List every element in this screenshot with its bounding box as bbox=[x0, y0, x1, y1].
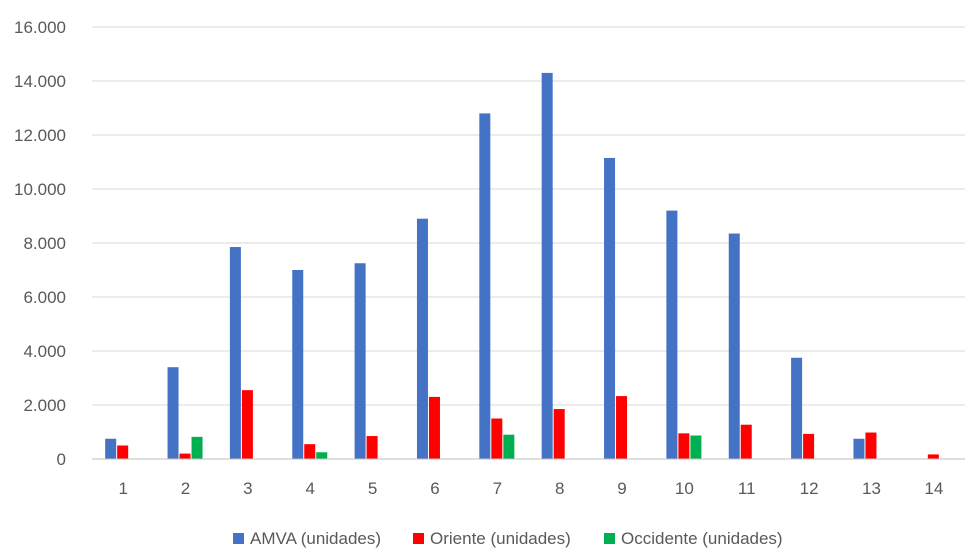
bar-amva bbox=[728, 233, 740, 459]
bar-oriente bbox=[803, 433, 815, 459]
bar-amva bbox=[416, 218, 428, 459]
bar-oriente bbox=[927, 454, 939, 459]
x-tick-label: 7 bbox=[493, 479, 502, 498]
y-tick-label: 12.000 bbox=[14, 126, 66, 145]
y-tick-label: 16.000 bbox=[14, 18, 66, 37]
bar-amva bbox=[354, 263, 366, 459]
x-tick-label: 14 bbox=[924, 479, 943, 498]
y-axis-tick-labels: 0 2.000 4.000 6.000 8.000 10.000 12.000 14.000 1… bbox=[14, 18, 66, 469]
y-tick-label: 10.000 bbox=[14, 180, 66, 199]
x-tick-label: 2 bbox=[181, 479, 190, 498]
bar-oriente bbox=[241, 390, 253, 459]
bar-amva bbox=[105, 438, 117, 459]
bar-oriente bbox=[491, 418, 503, 459]
legend-swatch bbox=[233, 533, 244, 544]
bar-occidente bbox=[690, 435, 702, 459]
bar-occidente bbox=[503, 434, 515, 459]
bar-amva bbox=[541, 72, 553, 460]
bar-amva bbox=[167, 367, 179, 459]
bar-amva bbox=[853, 438, 865, 459]
y-tick-label: 14.000 bbox=[14, 72, 66, 91]
x-tick-label: 9 bbox=[617, 479, 626, 498]
legend-swatch bbox=[413, 533, 424, 544]
x-tick-label: 3 bbox=[243, 479, 252, 498]
bar-occidente bbox=[316, 452, 328, 459]
x-tick-label: 6 bbox=[430, 479, 439, 498]
bar-oriente bbox=[740, 424, 752, 459]
bar-oriente bbox=[304, 444, 316, 459]
bar-amva bbox=[604, 157, 616, 459]
bar-amva bbox=[229, 247, 241, 459]
bar-oriente bbox=[179, 453, 191, 459]
legend-label: AMVA (unidades) bbox=[250, 529, 381, 548]
x-tick-label: 5 bbox=[368, 479, 377, 498]
bar-oriente bbox=[366, 436, 378, 459]
x-tick-label: 8 bbox=[555, 479, 564, 498]
bar-occidente bbox=[191, 436, 203, 459]
x-tick-label: 10 bbox=[675, 479, 694, 498]
legend-label: Occidente (unidades) bbox=[621, 529, 783, 548]
y-tick-label: 6.000 bbox=[23, 288, 66, 307]
x-tick-label: 1 bbox=[118, 479, 127, 498]
legend-label: Oriente (unidades) bbox=[430, 529, 571, 548]
y-tick-label: 4.000 bbox=[23, 342, 66, 361]
x-axis-tick-labels: 1 2 3 4 5 6 7 8 9 10 11 12 13 14 bbox=[118, 479, 943, 498]
y-tick-label: 8.000 bbox=[23, 234, 66, 253]
bars bbox=[105, 72, 939, 460]
bar-oriente bbox=[428, 396, 440, 459]
x-tick-label: 4 bbox=[306, 479, 315, 498]
x-tick-label: 12 bbox=[800, 479, 819, 498]
bar-oriente bbox=[616, 396, 628, 459]
x-tick-label: 11 bbox=[738, 479, 756, 498]
bar-oriente bbox=[678, 433, 690, 459]
x-tick-label: 13 bbox=[862, 479, 881, 498]
bar-amva bbox=[791, 357, 803, 459]
bar-amva bbox=[479, 113, 491, 460]
legend-swatch bbox=[604, 533, 615, 544]
y-tick-label: 0 bbox=[57, 450, 66, 469]
legend: AMVA (unidades) Oriente (unidades) Occiden… bbox=[233, 529, 783, 548]
bar-amva bbox=[292, 270, 304, 459]
bar-amva bbox=[666, 210, 678, 459]
bar-oriente bbox=[553, 409, 565, 459]
y-tick-label: 2.000 bbox=[23, 396, 66, 415]
bar-oriente bbox=[117, 445, 129, 459]
bar-oriente bbox=[865, 432, 877, 459]
gridlines bbox=[92, 26, 965, 406]
